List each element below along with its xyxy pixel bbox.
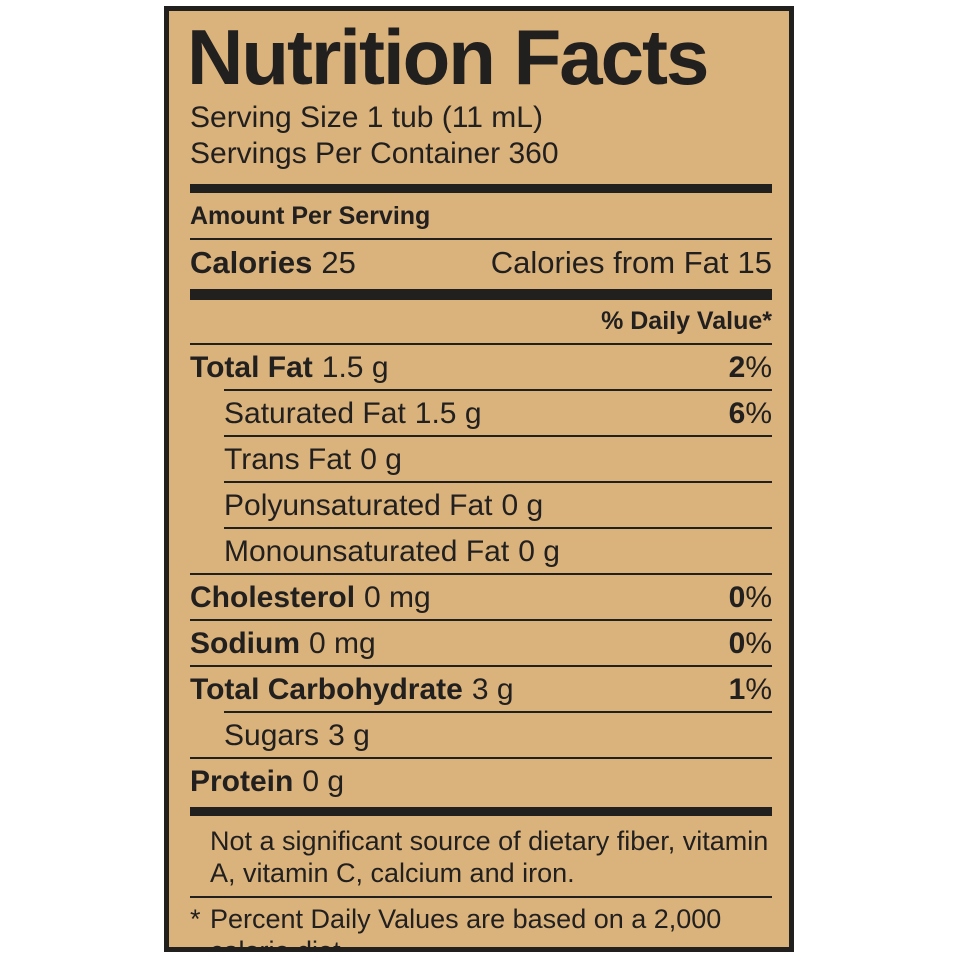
amount-per-serving-heading: Amount Per Serving <box>190 201 431 230</box>
daily-value-divider-bar <box>190 288 772 300</box>
divider <box>190 756 772 759</box>
header-divider-bar <box>190 183 772 193</box>
calories-value: Calories 25 <box>190 244 356 280</box>
divider <box>190 342 772 345</box>
calories-from-fat: Calories from Fat 15 <box>490 244 772 280</box>
nutrient-row-sugars: Sugars 3 g <box>224 718 370 752</box>
nutrient-row-saturated-fat: Saturated Fat 1.5 g 6% <box>224 396 772 430</box>
daily-value-percent: 0% <box>728 626 772 660</box>
nutrient-row-sodium: Sodium 0 mg 0% <box>190 626 772 660</box>
daily-values-footnote: * Percent Daily Values are based on a 2,… <box>190 903 772 947</box>
daily-value-percent: 0% <box>728 580 772 614</box>
nutrient-row-total-carbohydrate: Total Carbohydrate 3 g 1% <box>190 672 772 706</box>
nutrient-row-monounsaturated-fat: Monounsaturated Fat 0 g <box>224 534 560 568</box>
divider <box>190 237 772 240</box>
servings-per-container-line: Servings Per Container 360 <box>190 136 559 170</box>
divider <box>190 895 772 898</box>
divider <box>190 572 772 575</box>
footnote-divider-bar <box>190 806 772 816</box>
nutrient-row-cholesterol: Cholesterol 0 mg 0% <box>190 580 772 614</box>
label-title: Nutrition Facts <box>187 13 709 101</box>
nutrition-facts-label: Nutrition Facts Serving Size 1 tub (11 m… <box>164 6 794 952</box>
daily-value-percent: 6% <box>728 396 772 430</box>
nutrient-row-total-fat: Total Fat 1.5 g 2% <box>190 350 772 384</box>
percent-daily-value-heading: % Daily Value* <box>601 306 772 335</box>
nutrient-row-polyunsaturated-fat: Polyunsaturated Fat 0 g <box>224 488 544 522</box>
divider <box>224 710 772 713</box>
nutrient-row-protein: Protein 0 g <box>190 764 345 798</box>
serving-size-line: Serving Size 1 tub (11 mL) <box>190 100 543 134</box>
insignificant-source-note: Not a significant source of dietary fibe… <box>210 825 769 888</box>
divider <box>190 664 772 667</box>
daily-value-percent: 1% <box>728 672 772 706</box>
asterisk: * <box>190 903 201 934</box>
divider <box>224 480 772 483</box>
divider <box>224 388 772 391</box>
divider <box>224 526 772 529</box>
divider <box>190 618 772 621</box>
nutrient-row-trans-fat: Trans Fat 0 g <box>224 442 402 476</box>
daily-value-percent: 2% <box>728 350 772 384</box>
divider <box>224 434 772 437</box>
calories-row: Calories 25 Calories from Fat 15 <box>190 245 772 281</box>
